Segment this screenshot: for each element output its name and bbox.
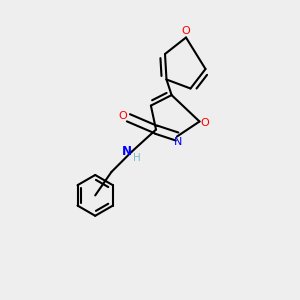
Text: N: N	[122, 145, 132, 158]
Text: O: O	[182, 26, 190, 36]
Text: N: N	[174, 137, 183, 147]
Text: O: O	[200, 118, 209, 128]
Text: O: O	[119, 111, 128, 121]
Text: H: H	[133, 153, 141, 164]
